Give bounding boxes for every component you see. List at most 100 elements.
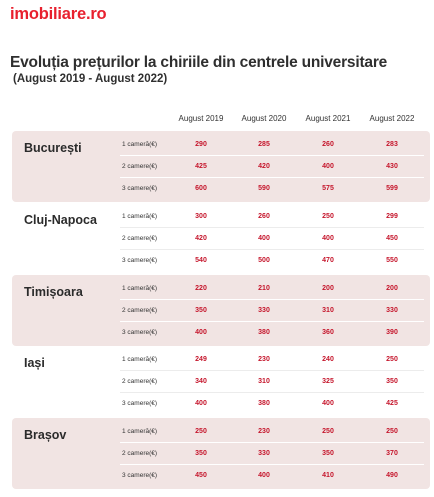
price-cell: 600	[195, 185, 207, 192]
table-row	[120, 421, 430, 443]
city-block	[12, 131, 430, 202]
city-block	[12, 346, 430, 417]
price-cell: 420	[195, 235, 207, 242]
row-label: 3 camere(€)	[122, 329, 158, 336]
row-label: 1 cameră(€)	[122, 356, 158, 363]
price-cell: 500	[258, 257, 270, 264]
price-cell: 370	[386, 450, 398, 457]
price-cell: 550	[386, 257, 398, 264]
row-divider	[120, 155, 424, 156]
price-cell: 400	[258, 235, 270, 242]
price-cell: 260	[258, 213, 270, 220]
price-cell: 400	[322, 163, 334, 170]
table-row	[120, 134, 430, 156]
price-cell: 230	[258, 428, 270, 435]
page-subtitle: (August 2019 - August 2022)	[13, 73, 168, 85]
price-cell: 380	[258, 400, 270, 407]
price-cell: 420	[258, 163, 270, 170]
row-label: 2 camere(€)	[122, 378, 158, 385]
price-cell: 350	[195, 307, 207, 314]
price-cell: 410	[322, 472, 334, 479]
table-row	[120, 443, 430, 465]
row-label: 2 camere(€)	[122, 163, 158, 170]
city-name: București	[24, 141, 82, 155]
price-cell: 425	[386, 400, 398, 407]
column-header-2022: August 2022	[369, 114, 415, 123]
price-cell: 330	[258, 450, 270, 457]
price-cell: 250	[386, 428, 398, 435]
price-cell: 360	[322, 329, 334, 336]
city-name: Iași	[24, 356, 45, 370]
row-divider	[120, 442, 424, 443]
city-block	[12, 418, 430, 489]
row-divider	[120, 321, 424, 322]
city-block	[12, 203, 430, 274]
city-name: Timișoara	[24, 285, 83, 299]
row-label: 3 camere(€)	[122, 472, 158, 479]
logo[interactable]: imobiliare.ro	[10, 5, 107, 23]
price-cell: 340	[195, 378, 207, 385]
price-cell: 210	[258, 285, 270, 292]
price-cell: 240	[322, 356, 334, 363]
table-row	[120, 278, 430, 300]
price-cell: 285	[258, 141, 270, 148]
table-row	[120, 300, 430, 322]
city-block	[12, 275, 430, 346]
price-cell: 299	[386, 213, 398, 220]
price-cell: 250	[322, 213, 334, 220]
price-cell: 470	[322, 257, 334, 264]
price-cell: 250	[322, 428, 334, 435]
price-cell: 310	[322, 307, 334, 314]
table-row	[120, 206, 430, 228]
price-cell: 400	[258, 472, 270, 479]
price-cell: 220	[195, 285, 207, 292]
price-cell: 310	[258, 378, 270, 385]
price-cell: 450	[195, 472, 207, 479]
column-header-2019: August 2019	[178, 114, 224, 123]
table-row	[120, 156, 430, 178]
row-divider	[120, 464, 424, 465]
price-cell: 300	[195, 213, 207, 220]
row-label: 2 camere(€)	[122, 450, 158, 457]
price-cell: 400	[322, 400, 334, 407]
price-cell: 430	[386, 163, 398, 170]
price-cell: 325	[322, 378, 334, 385]
price-cell: 400	[322, 235, 334, 242]
price-cell: 283	[386, 141, 398, 148]
row-divider	[120, 370, 424, 371]
page-title: Evoluția prețurilor la chiriile din cent…	[10, 54, 388, 71]
table-row	[120, 349, 430, 371]
price-cell: 250	[195, 428, 207, 435]
row-label: 1 cameră(€)	[122, 285, 158, 292]
row-divider	[120, 227, 424, 228]
row-divider	[120, 299, 424, 300]
price-cell: 400	[195, 400, 207, 407]
row-label: 2 camere(€)	[122, 235, 158, 242]
price-cell: 260	[322, 141, 334, 148]
price-cell: 390	[386, 329, 398, 336]
row-label: 2 camere(€)	[122, 307, 158, 314]
price-cell: 425	[195, 163, 207, 170]
price-cell: 350	[195, 450, 207, 457]
price-cell: 350	[386, 378, 398, 385]
price-cell: 200	[322, 285, 334, 292]
price-cell: 590	[258, 185, 270, 192]
row-label: 3 camere(€)	[122, 257, 158, 264]
column-header-2021: August 2021	[305, 114, 351, 123]
price-cell: 575	[322, 185, 334, 192]
price-cell: 200	[386, 285, 398, 292]
price-cell: 330	[258, 307, 270, 314]
price-cell: 450	[386, 235, 398, 242]
column-header-2020: August 2020	[241, 114, 287, 123]
price-cell: 350	[322, 450, 334, 457]
row-divider	[120, 177, 424, 178]
row-divider	[120, 249, 424, 250]
price-cell: 599	[386, 185, 398, 192]
row-label: 1 cameră(€)	[122, 141, 158, 148]
row-label: 1 cameră(€)	[122, 428, 158, 435]
row-label: 1 cameră(€)	[122, 213, 158, 220]
row-divider	[120, 392, 424, 393]
price-cell: 230	[258, 356, 270, 363]
table-row	[120, 371, 430, 393]
row-label: 3 camere(€)	[122, 400, 158, 407]
